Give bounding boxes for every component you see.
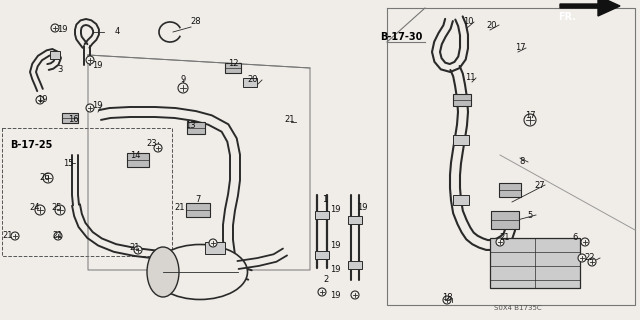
Bar <box>491 211 519 229</box>
Text: 19: 19 <box>36 95 47 105</box>
Circle shape <box>51 24 59 32</box>
Circle shape <box>134 246 142 254</box>
Text: 19: 19 <box>330 291 340 300</box>
Bar <box>205 242 225 254</box>
Text: 7: 7 <box>195 196 201 204</box>
Bar <box>348 261 362 269</box>
Bar <box>453 94 471 106</box>
Bar <box>50 51 60 59</box>
Bar <box>315 251 329 259</box>
Bar <box>453 135 469 145</box>
Text: 24: 24 <box>29 204 40 212</box>
Text: 19: 19 <box>330 266 340 275</box>
Text: S0X4 B1735C: S0X4 B1735C <box>494 305 541 311</box>
Bar <box>453 195 469 205</box>
Bar <box>186 203 210 217</box>
Text: 21: 21 <box>175 204 185 212</box>
Text: B-17-30: B-17-30 <box>380 32 422 42</box>
Text: 1: 1 <box>323 196 328 204</box>
Text: 23: 23 <box>147 139 157 148</box>
Circle shape <box>578 254 586 262</box>
Circle shape <box>209 239 217 247</box>
Text: 26: 26 <box>40 173 51 182</box>
Bar <box>243 77 257 86</box>
Text: 21: 21 <box>130 244 140 252</box>
Text: 13: 13 <box>185 121 195 130</box>
Text: 21: 21 <box>500 234 510 243</box>
Text: 19: 19 <box>356 204 367 212</box>
Bar <box>62 113 78 123</box>
Ellipse shape <box>147 247 179 297</box>
Text: 14: 14 <box>130 150 140 159</box>
Text: 11: 11 <box>465 74 476 83</box>
Circle shape <box>43 173 53 183</box>
Bar <box>187 122 205 134</box>
Text: FR.: FR. <box>558 12 576 22</box>
Text: 22: 22 <box>585 253 595 262</box>
Text: 6: 6 <box>572 234 578 243</box>
Circle shape <box>496 238 504 246</box>
Circle shape <box>178 83 188 93</box>
Circle shape <box>581 238 589 246</box>
Text: 19: 19 <box>92 60 102 69</box>
Bar <box>127 153 149 167</box>
Text: 25: 25 <box>52 204 62 212</box>
Circle shape <box>36 96 44 104</box>
Text: 5: 5 <box>527 211 532 220</box>
Bar <box>499 183 521 197</box>
Polygon shape <box>560 0 620 16</box>
Circle shape <box>35 205 45 215</box>
Text: 27: 27 <box>534 180 545 189</box>
Text: 12: 12 <box>228 59 238 68</box>
Circle shape <box>11 232 19 240</box>
Text: 17: 17 <box>525 110 535 119</box>
Text: 17: 17 <box>515 44 525 52</box>
Bar <box>225 63 241 73</box>
Text: 20: 20 <box>248 76 259 84</box>
Circle shape <box>524 114 536 126</box>
Text: B-17-25: B-17-25 <box>10 140 52 150</box>
Text: 21: 21 <box>3 230 13 239</box>
Circle shape <box>443 296 451 304</box>
Bar <box>315 211 329 219</box>
Text: 15: 15 <box>63 158 73 167</box>
Text: 18: 18 <box>442 293 452 302</box>
Text: 2: 2 <box>323 276 328 284</box>
Text: 16: 16 <box>68 116 78 124</box>
Text: 4: 4 <box>115 28 120 36</box>
Circle shape <box>154 144 162 152</box>
Circle shape <box>86 104 94 112</box>
Text: 8: 8 <box>519 157 525 166</box>
Circle shape <box>86 56 94 64</box>
Circle shape <box>55 205 65 215</box>
Circle shape <box>54 232 62 240</box>
Text: 21: 21 <box>52 230 63 239</box>
Text: 9: 9 <box>180 76 186 84</box>
Bar <box>348 216 362 224</box>
Text: 3: 3 <box>58 66 63 75</box>
Text: 21: 21 <box>285 116 295 124</box>
Text: 28: 28 <box>191 18 202 27</box>
Text: 19: 19 <box>330 205 340 214</box>
Text: 10: 10 <box>463 18 473 27</box>
Text: 19: 19 <box>57 26 67 35</box>
Circle shape <box>588 258 596 266</box>
Text: 19: 19 <box>330 241 340 250</box>
Circle shape <box>351 291 359 299</box>
Circle shape <box>318 288 326 296</box>
Text: 20: 20 <box>487 20 497 29</box>
Text: 19: 19 <box>92 100 102 109</box>
Ellipse shape <box>152 244 248 300</box>
Bar <box>490 238 580 288</box>
